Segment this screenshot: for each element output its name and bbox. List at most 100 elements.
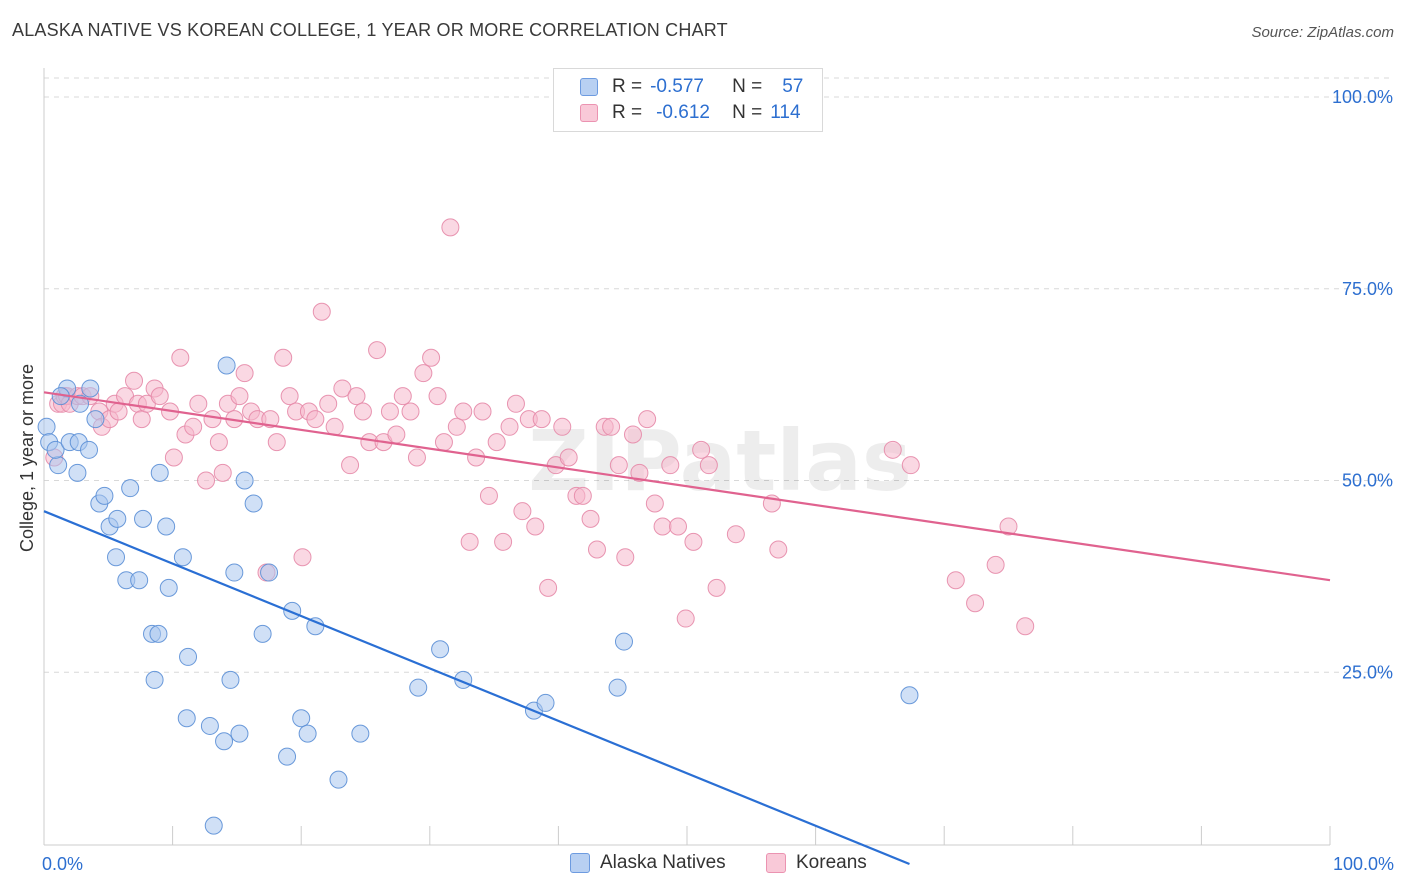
y-axis-label: College, 1 year or more (17, 364, 37, 552)
korean-point (587, 540, 606, 559)
alaska-native-point (145, 670, 164, 689)
alaska-native-point (49, 456, 68, 475)
korean-point (581, 509, 600, 528)
alaska-native-point (121, 479, 140, 498)
korean-point (434, 433, 453, 452)
alaska-native-point (68, 463, 87, 482)
alaska-natives-label: Alaska Natives (600, 852, 726, 873)
alaska-native-point (107, 548, 126, 567)
alaska-native-point (244, 494, 263, 513)
alaska-native-point (46, 440, 65, 459)
alaska-native-point (86, 410, 105, 429)
alaska-native-point (80, 440, 99, 459)
korean-point (573, 486, 592, 505)
korean-point (684, 532, 703, 551)
korean-point (380, 402, 399, 421)
korean-point (267, 433, 286, 452)
alaska-native-point (614, 632, 633, 651)
alaska-native-point (225, 563, 244, 582)
korean-point (539, 578, 558, 597)
korean-point (460, 532, 479, 551)
y-tick-label: 25.0% (1342, 662, 1393, 682)
korean-point (293, 548, 312, 567)
watermark: ZIPatlas (528, 412, 912, 510)
alaska-native-point (173, 548, 192, 567)
alaska-native-point (278, 747, 297, 766)
alaska-native-point (221, 670, 240, 689)
alaska-native-point (260, 563, 279, 582)
alaska-native-point (177, 709, 196, 728)
alaska-natives-swatch (570, 853, 590, 873)
korean-point (393, 387, 412, 406)
alaska-native-point (204, 816, 223, 835)
korean-point (467, 448, 486, 467)
korean-point (532, 410, 551, 429)
korean-point (479, 486, 498, 505)
koreans-swatch (766, 853, 786, 873)
chart-source: Source: ZipAtlas.com (1251, 24, 1394, 41)
korean-point (661, 456, 680, 475)
n-label: N = (732, 76, 763, 97)
korean-point (513, 502, 532, 521)
alaska-native-point (179, 647, 198, 666)
korean-point (319, 394, 338, 413)
korean-point (946, 571, 965, 590)
y-tick-label: 100.0% (1332, 87, 1393, 107)
korean-point (197, 471, 216, 490)
alaska-native-point (235, 471, 254, 490)
korean-point (407, 448, 426, 467)
korean-point (506, 394, 525, 413)
korean-point (500, 417, 519, 436)
korean-point (401, 402, 420, 421)
korean-point (668, 517, 687, 536)
korean-point (638, 410, 657, 429)
legend-row-alaska: R = -0.577 N = 57 (580, 74, 803, 100)
legend-item-alaska-natives[interactable]: Alaska Natives (570, 852, 726, 874)
alaska-native-point (71, 394, 90, 413)
korean-point (623, 425, 642, 444)
korean-point (473, 402, 492, 421)
korean-point (487, 433, 506, 452)
korean-point (150, 387, 169, 406)
korean-point (769, 540, 788, 559)
alaska-native-point (329, 770, 348, 789)
korean-point (699, 456, 718, 475)
korean-point (616, 548, 635, 567)
korean-point (883, 440, 902, 459)
alaska-native-point (130, 571, 149, 590)
correlation-legend: R = -0.577 N = 57 R = -0.612 N = 114 (553, 68, 823, 132)
korean-point (454, 402, 473, 421)
korean-point (353, 402, 372, 421)
alaska-native-point (95, 486, 114, 505)
alaska-native-point (108, 509, 127, 528)
points (37, 218, 1035, 835)
korean-point (1016, 617, 1035, 636)
alaska-native-point (608, 678, 627, 697)
korean-point (447, 417, 466, 436)
n-value: 57 (782, 76, 804, 97)
chart-title: ALASKA NATIVE VS KOREAN COLLEGE, 1 YEAR … (12, 20, 728, 40)
korean-point (441, 218, 460, 237)
r-label: R = (612, 102, 643, 123)
koreans-trend-line (43, 391, 1331, 582)
alaska-native-point (253, 624, 272, 643)
korean-point (559, 448, 578, 467)
korean-point (184, 417, 203, 436)
korean-point (312, 302, 331, 321)
alaska-native-point (159, 578, 178, 597)
r-value: -0.577 (650, 76, 704, 97)
koreans-swatch (580, 104, 598, 122)
korean-point (630, 463, 649, 482)
korean-point (707, 578, 726, 597)
alaska-native-point (150, 463, 169, 482)
korean-point (692, 440, 711, 459)
alaska-native-point (200, 716, 219, 735)
alaska-native-point (900, 686, 919, 705)
alaska-natives-trend-line (43, 510, 910, 866)
korean-point (676, 609, 695, 628)
koreans-label: Koreans (796, 852, 867, 873)
korean-point (645, 494, 664, 513)
alaska-native-point (157, 517, 176, 536)
alaska-native-point (230, 724, 249, 743)
legend-item-koreans[interactable]: Koreans (766, 852, 867, 874)
